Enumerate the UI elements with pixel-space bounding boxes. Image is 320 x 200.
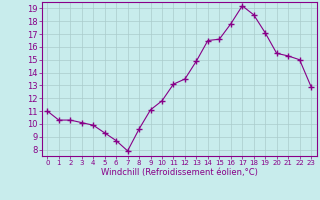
X-axis label: Windchill (Refroidissement éolien,°C): Windchill (Refroidissement éolien,°C): [101, 168, 258, 177]
